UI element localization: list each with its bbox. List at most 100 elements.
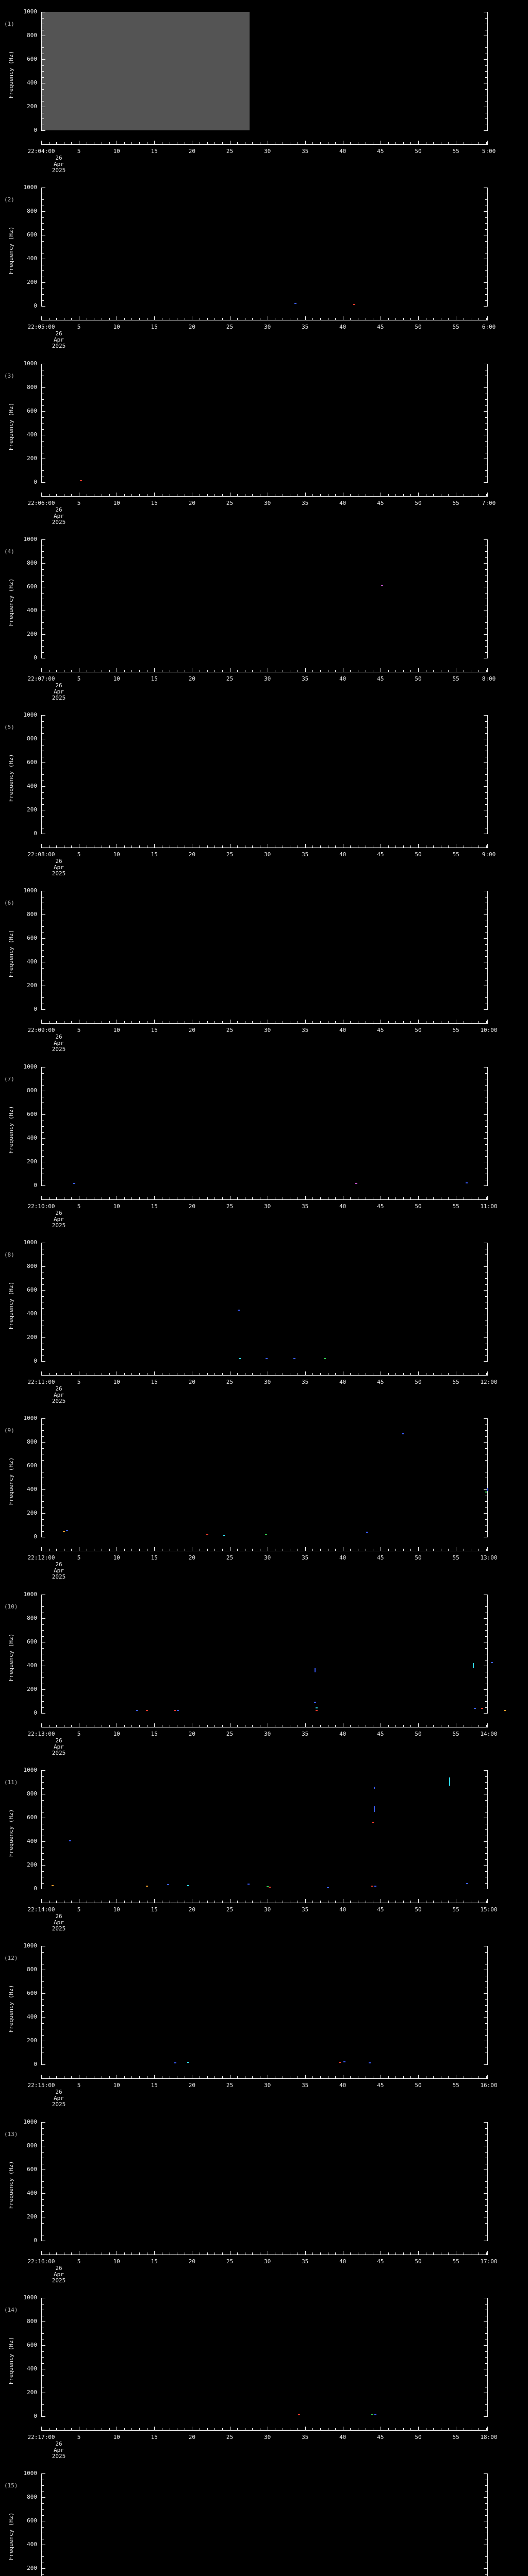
- minute-tick-label: 10: [113, 2434, 120, 2441]
- time-axis-tick: [388, 1901, 389, 1903]
- time-axis-tick: [124, 494, 125, 496]
- frequency-axis-title: Frequency (Hz): [8, 578, 14, 626]
- minute-tick-label: 15: [151, 2434, 158, 2441]
- panel-index-label: (14): [4, 2307, 18, 2313]
- time-axis-tick: [350, 670, 351, 672]
- y-axis-tick: [484, 2497, 487, 2498]
- time-axis-tick: [222, 318, 223, 320]
- minute-tick-label: 35: [302, 1731, 309, 1737]
- detection-marker: [167, 1884, 169, 1885]
- time-axis-tick: [312, 2252, 314, 2255]
- minute-tick-label: 35: [302, 148, 309, 155]
- time-axis-tick: [305, 2075, 306, 2078]
- y-axis-tick: [484, 2321, 487, 2322]
- time-axis-tick: [388, 845, 389, 848]
- minute-tick-label: 55: [452, 1731, 459, 1737]
- y-axis-tick: [42, 118, 44, 119]
- y-axis-tick: [485, 1507, 487, 1508]
- minute-tick-label: 50: [415, 2082, 422, 2089]
- y-axis-tick: [485, 551, 487, 552]
- y-axis-left: [41, 188, 42, 307]
- y-axis-tick: [485, 470, 487, 471]
- time-axis-tick: [237, 1373, 238, 1375]
- minute-tick-label: 30: [263, 1027, 271, 1033]
- time-axis-tick: [154, 1899, 155, 1903]
- minute-tick-label: 50: [415, 1906, 422, 1913]
- minute-tick-label: 50: [415, 1203, 422, 1210]
- y-axis-tick: [484, 2473, 487, 2474]
- minute-tick-label: 25: [226, 675, 234, 682]
- detection-marker: [343, 2061, 345, 2063]
- freq-tick-label: 200: [27, 2037, 37, 2044]
- time-axis-tick: [418, 316, 419, 320]
- frequency-axis-title: Frequency (Hz): [8, 2161, 14, 2209]
- time-axis-tick: [478, 1197, 479, 1199]
- minute-tick-label: 10: [113, 500, 120, 506]
- time-axis-tick: [56, 2076, 57, 2078]
- y-axis-tick: [484, 1489, 487, 1490]
- minute-tick-label: 30: [263, 1379, 271, 1385]
- freq-tick-label: 1000: [23, 1767, 38, 1773]
- y-axis-tick: [42, 199, 44, 200]
- y-axis-tick: [42, 1648, 44, 1649]
- freq-tick-label: 0: [34, 1709, 37, 1716]
- time-axis-tick: [48, 2428, 50, 2430]
- minute-tick-label: 20: [188, 2258, 196, 2265]
- y-axis-right: [487, 2473, 488, 2576]
- y-axis-tick: [42, 2005, 44, 2006]
- minute-tick-label: 55: [452, 1379, 459, 1385]
- date-year-label: 2025: [52, 870, 66, 877]
- y-axis-tick: [485, 1501, 487, 1502]
- y-axis-tick: [42, 816, 44, 817]
- freq-tick-label: 400: [27, 1662, 37, 1669]
- minute-tick-label: 25: [226, 851, 234, 858]
- y-axis-tick: [485, 926, 487, 927]
- time-axis-tick: [335, 1373, 336, 1375]
- freq-tick-label: 400: [27, 2013, 37, 2020]
- time-axis-tick: [410, 2428, 411, 2430]
- time-axis-tick: [71, 1197, 72, 1199]
- y-axis-tick: [42, 223, 44, 224]
- y-axis-left: [41, 1067, 42, 1186]
- date-day-label: 26: [55, 2265, 62, 2272]
- y-axis-left: [41, 1595, 42, 1714]
- y-axis-tick: [42, 1859, 44, 1860]
- time-axis-tick: [252, 1197, 253, 1199]
- time-axis-tick: [486, 2252, 487, 2255]
- date-year-label: 2025: [52, 519, 66, 526]
- y-axis-tick: [42, 1355, 44, 1356]
- time-axis-tick: [207, 2252, 208, 2255]
- time-axis-tick: [109, 318, 110, 320]
- time-axis-tick: [41, 2251, 42, 2255]
- detection-marker: [176, 1710, 179, 1711]
- freq-tick-label: 200: [27, 103, 37, 110]
- freq-tick-label: 600: [27, 231, 37, 238]
- time-axis-tick: [312, 1373, 314, 1375]
- time-axis-tick: [124, 1373, 125, 1375]
- y-axis-tick: [42, 2363, 44, 2364]
- minute-tick-label: 10: [113, 148, 120, 155]
- time-axis-tick: [207, 1021, 208, 1023]
- y-axis-tick: [484, 715, 487, 716]
- y-axis-tick: [42, 1531, 44, 1532]
- spectrogram-panel: (4) Frequency (Hz) 1000 800 600 400 200 0 22:07:…: [0, 528, 528, 703]
- y-axis-tick: [485, 1436, 487, 1437]
- y-axis-tick: [485, 71, 487, 72]
- time-axis-tick: [124, 142, 125, 144]
- time-axis-tick: [487, 2075, 488, 2078]
- y-axis-tick: [485, 217, 487, 218]
- y-axis-tick: [484, 306, 487, 307]
- time-axis: [41, 2078, 488, 2079]
- minute-tick-label: 5: [77, 1554, 81, 1561]
- y-axis-tick: [485, 1519, 487, 1520]
- y-axis-left: [41, 891, 42, 1010]
- time-axis-tick: [312, 1021, 314, 1023]
- freq-tick-label: 600: [27, 408, 37, 414]
- detection-marker: [314, 1668, 316, 1673]
- time-axis-tick: [109, 142, 110, 144]
- freq-tick-label: 800: [27, 1790, 37, 1797]
- minute-tick-label: 20: [188, 1379, 196, 1385]
- panel-index-label: (10): [4, 1603, 18, 1610]
- y-axis-tick: [42, 569, 44, 570]
- y-axis-tick: [42, 1144, 44, 1145]
